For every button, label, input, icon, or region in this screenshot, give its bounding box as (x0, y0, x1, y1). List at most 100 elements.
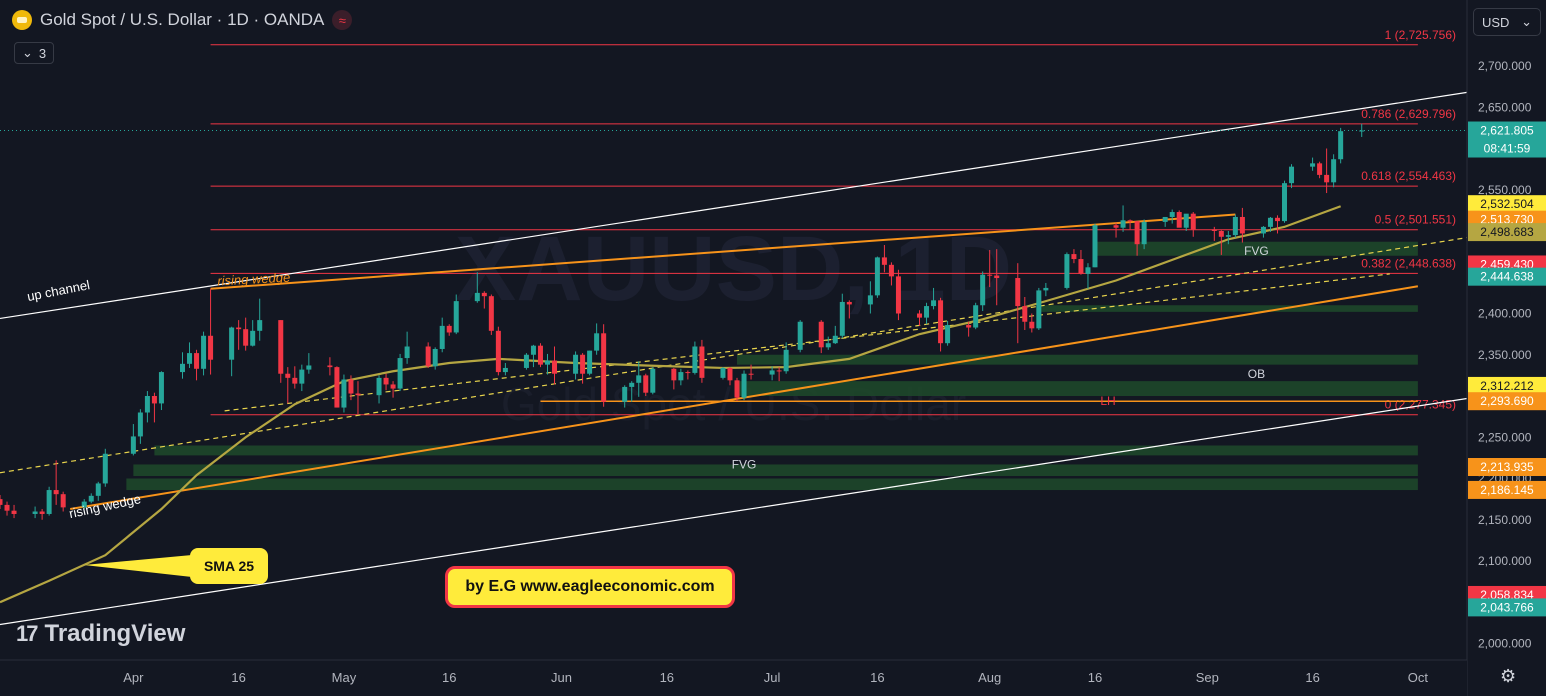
candle-body (39, 511, 45, 514)
candle-body (1064, 254, 1070, 288)
candle-body (355, 393, 361, 396)
fib-level-label: 1 (2,725.756) (1385, 28, 1456, 42)
time-tick-label: Jun (551, 670, 572, 685)
candle-body (881, 257, 887, 265)
time-tick-label: 16 (660, 670, 674, 685)
zone-label: FVG (732, 458, 757, 472)
candle (1169, 209, 1175, 224)
candle (1078, 249, 1084, 275)
candle-body (994, 275, 1000, 279)
candle-body (924, 306, 930, 318)
candle-body (229, 327, 235, 360)
candle-body (1338, 131, 1344, 160)
candle-body (0, 499, 3, 505)
candle-body (783, 349, 789, 372)
candle-body (257, 320, 263, 331)
price-label-box (1468, 223, 1546, 242)
candle-body (1015, 278, 1021, 307)
candle (53, 460, 59, 505)
candle (1282, 180, 1288, 223)
candle-body (1127, 220, 1133, 222)
price-label-text: 2,498.683 (1480, 225, 1534, 239)
candle-body (1324, 174, 1330, 183)
candle (650, 367, 656, 395)
candle-body (931, 300, 937, 307)
candle-body (1274, 217, 1280, 222)
indicator-count: 3 (38, 45, 47, 61)
candle (818, 320, 824, 354)
candle (1043, 282, 1049, 297)
candle (348, 375, 354, 401)
candle (839, 293, 845, 339)
candle-body (629, 382, 635, 387)
candle (537, 343, 543, 368)
tradingview-logo[interactable]: 17 TradingView (16, 620, 185, 648)
gear-icon[interactable]: ⚙ (1500, 666, 1517, 686)
candle (236, 320, 242, 350)
candle-body (1289, 166, 1295, 184)
wave-icon[interactable]: ≈ (332, 10, 353, 30)
candle-body (1085, 267, 1091, 274)
time-tick-label: Apr (123, 670, 144, 685)
candle (488, 294, 494, 335)
fvg-zone (737, 381, 1418, 396)
candle-body (201, 335, 207, 369)
candle (4, 501, 10, 516)
candle (783, 342, 789, 374)
tradingview-icon: 17 (16, 621, 39, 646)
candle-body (376, 377, 382, 396)
tradingview-wordmark: TradingView (44, 620, 186, 647)
time-tick-label: Sep (1196, 670, 1219, 685)
price-tick-label: 2,550.000 (1478, 183, 1532, 197)
candle (1015, 263, 1021, 344)
candle-body (692, 346, 698, 373)
candle-body (734, 380, 740, 398)
candle (917, 310, 923, 326)
candle-body (839, 301, 845, 336)
candle (769, 366, 775, 381)
price-label-text: 2,312.212 (1480, 379, 1534, 393)
candle (334, 366, 340, 408)
candle-body (292, 377, 298, 384)
candle (973, 302, 979, 330)
candle-body (1282, 183, 1288, 222)
candle-body (179, 363, 185, 373)
candle-body (285, 373, 291, 378)
candle-body (980, 274, 986, 306)
candle (376, 375, 382, 404)
candle-body (1267, 217, 1273, 227)
candle (404, 331, 410, 364)
candle (523, 353, 529, 370)
symbol-title[interactable]: Gold Spot / U.S. Dollar · 1D · OANDA (40, 10, 325, 29)
candle-body (32, 511, 38, 514)
candle-body (383, 377, 389, 385)
candle (151, 392, 157, 423)
candle-body (1141, 221, 1147, 245)
candle-body (488, 296, 494, 331)
currency-selector[interactable]: USD ⌄ (1473, 8, 1541, 36)
candle-body (60, 494, 66, 508)
candle (552, 346, 558, 385)
candle-body (1190, 213, 1196, 230)
candle (699, 339, 705, 383)
candle (341, 374, 347, 413)
candle-body (1120, 220, 1126, 228)
price-label-box (1468, 598, 1546, 617)
zone-label: OB (1248, 367, 1265, 381)
symbol-header[interactable]: Gold Spot / U.S. Dollar · 1D · OANDA ≈ (12, 10, 353, 30)
fvg-zone (126, 478, 1418, 491)
candle-body (278, 320, 284, 374)
up-channel-line (0, 91, 1468, 320)
candle-body (797, 321, 803, 350)
candle-body (236, 327, 242, 330)
indicators-toggle-button[interactable]: ⌄ 3 (14, 42, 55, 64)
fib-level-label: 0.382 (2,448.638) (1361, 256, 1456, 270)
candle (867, 281, 873, 314)
candle (881, 245, 887, 273)
sma-line (0, 205, 1342, 604)
candle (32, 506, 38, 519)
candle-body (327, 365, 333, 368)
candle-body (966, 325, 972, 328)
candle (453, 294, 459, 335)
